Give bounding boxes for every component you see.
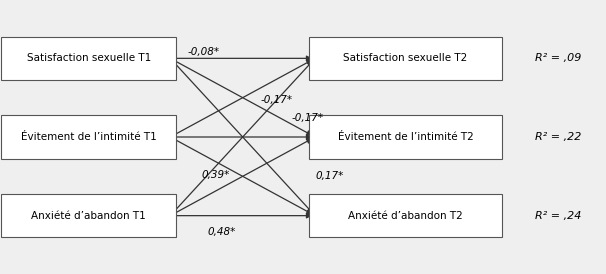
- Text: R² = ,22: R² = ,22: [535, 132, 582, 142]
- FancyArrowPatch shape: [172, 60, 312, 213]
- Text: 0,17*: 0,17*: [316, 171, 344, 181]
- Text: R² = ,24: R² = ,24: [535, 211, 582, 221]
- Text: Évitement de l’intimité T1: Évitement de l’intimité T1: [21, 132, 157, 142]
- Text: 0,48*: 0,48*: [207, 227, 236, 238]
- Text: -0,17*: -0,17*: [291, 113, 324, 123]
- Text: R² = ,09: R² = ,09: [535, 53, 582, 63]
- Text: -0,17*: -0,17*: [261, 95, 293, 105]
- FancyBboxPatch shape: [309, 37, 502, 80]
- FancyArrowPatch shape: [173, 56, 311, 61]
- FancyArrowPatch shape: [173, 60, 311, 135]
- Text: Anxiété d’abandon T1: Anxiété d’abandon T1: [32, 211, 146, 221]
- FancyArrowPatch shape: [172, 61, 312, 214]
- Text: Anxiété d’abandon T2: Anxiété d’abandon T2: [348, 211, 463, 221]
- FancyBboxPatch shape: [309, 194, 502, 237]
- Text: Satisfaction sexuelle T1: Satisfaction sexuelle T1: [27, 53, 151, 63]
- Text: Satisfaction sexuelle T2: Satisfaction sexuelle T2: [344, 53, 468, 63]
- FancyBboxPatch shape: [309, 115, 502, 159]
- FancyArrowPatch shape: [173, 138, 311, 214]
- FancyArrowPatch shape: [173, 135, 311, 139]
- Text: -0,08*: -0,08*: [187, 47, 219, 56]
- FancyArrowPatch shape: [173, 213, 311, 218]
- Text: Évitement de l’intimité T2: Évitement de l’intimité T2: [338, 132, 473, 142]
- Text: 0,39*: 0,39*: [201, 170, 230, 180]
- FancyBboxPatch shape: [1, 194, 176, 237]
- FancyBboxPatch shape: [1, 115, 176, 159]
- FancyArrowPatch shape: [173, 139, 311, 214]
- FancyArrowPatch shape: [173, 60, 311, 136]
- FancyBboxPatch shape: [1, 37, 176, 80]
